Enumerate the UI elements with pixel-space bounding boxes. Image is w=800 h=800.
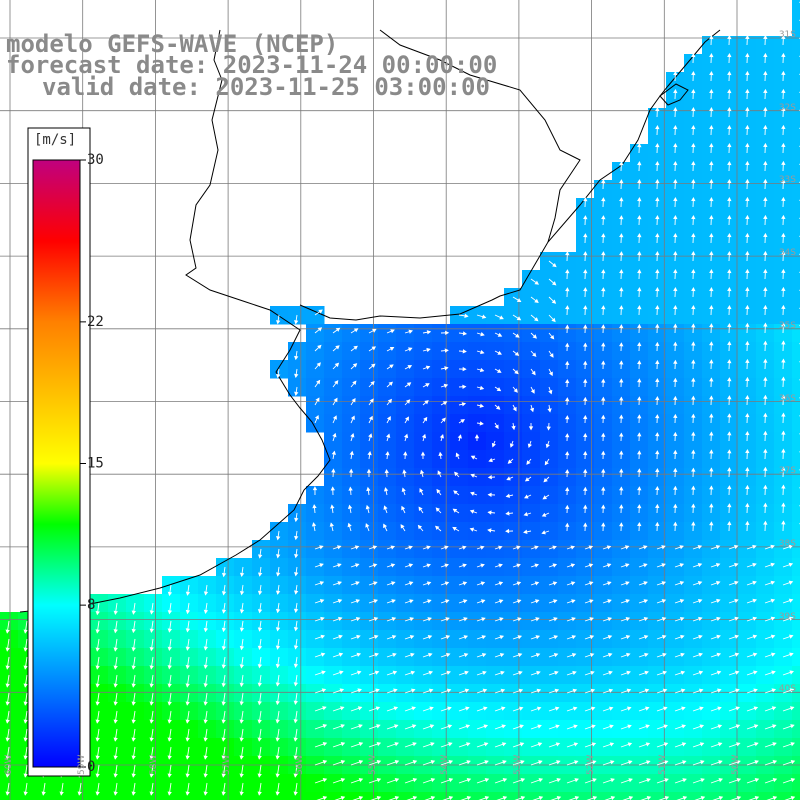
wind-arrows	[5, 1, 800, 800]
latitude-label: 33S	[778, 175, 796, 186]
colorbar-tick-label: 15	[87, 456, 104, 472]
colorbar-gradient	[32, 159, 81, 768]
latitude-label: 34S	[778, 248, 796, 259]
latitude-label: 31S	[778, 30, 796, 40]
colorbar: 30 22 15 8 0	[27, 127, 104, 777]
coastline	[19, 29, 721, 613]
colorbar-tick-label: 8	[87, 597, 95, 613]
latitude-label: 32S	[778, 102, 796, 113]
colorbar-unit: [m/s]	[34, 132, 77, 148]
forecast-date: forecast date: 2023-11-24 00:00:00	[6, 51, 498, 79]
latitude-label: 39S	[778, 611, 796, 622]
colorbar-tick-label: 0	[87, 759, 95, 775]
valid-date: valid date: 2023-11-25 03:00:00	[42, 73, 490, 101]
colorbar-tick-label: 30	[87, 152, 104, 168]
latitude-label: 40S	[778, 684, 796, 695]
latitude-label: 38S	[778, 538, 796, 549]
model-title: modelo GEFS-WAVE (NCEP)	[6, 30, 339, 58]
colorbar-tick-label: 22	[87, 314, 104, 330]
latitude-label: 35S	[778, 320, 796, 331]
latitude-label: 36S	[778, 393, 796, 404]
latitude-label: 37S	[778, 466, 796, 477]
